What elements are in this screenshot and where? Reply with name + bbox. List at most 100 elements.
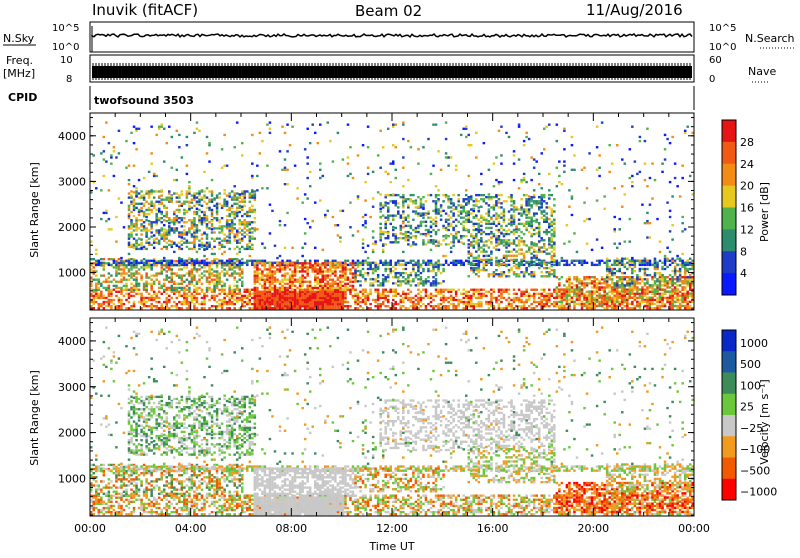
- power-cell: [488, 255, 491, 257]
- power-cell: [100, 262, 103, 264]
- power-cell: [395, 303, 398, 305]
- power-cell: [631, 264, 634, 266]
- power-cell: [583, 262, 586, 264]
- power-cell: [485, 227, 488, 229]
- power-cell: [256, 268, 259, 270]
- power-cell: [412, 305, 415, 307]
- power-cell: [495, 225, 498, 227]
- power-cell: [392, 266, 395, 268]
- power-cell: [493, 206, 496, 208]
- power-cell: [289, 297, 292, 299]
- power-cell: [400, 307, 403, 309]
- power-cell: [176, 307, 179, 309]
- power-cell: [364, 272, 367, 274]
- power-cell: [362, 289, 365, 291]
- power-cell: [135, 192, 138, 194]
- power-cell: [238, 211, 241, 213]
- power-cell: [342, 293, 345, 295]
- power-cell: [493, 271, 496, 273]
- power-cell: [530, 242, 533, 244]
- power-cell: [183, 264, 186, 266]
- power-cell: [420, 264, 423, 266]
- power-cell: [241, 199, 244, 201]
- power-cell: [311, 293, 314, 295]
- power-cell: [581, 264, 584, 266]
- power-cell: [611, 264, 614, 266]
- power-cell: [233, 279, 236, 281]
- power-cell: [415, 235, 418, 237]
- station-title: Inuvik (fitACF): [92, 1, 198, 19]
- power-cell: [319, 285, 322, 287]
- power-cell: [228, 207, 231, 209]
- power-cell: [309, 299, 312, 301]
- power-cell: [430, 235, 433, 237]
- power-cell: [281, 293, 284, 295]
- power-cell: [166, 274, 169, 276]
- power-cell: [213, 260, 216, 262]
- power-cell: [193, 229, 196, 231]
- power-cell: [412, 229, 415, 231]
- power-cell: [261, 295, 264, 297]
- power-cell: [364, 278, 367, 280]
- power-cell: [488, 301, 491, 303]
- power-cell: [191, 268, 194, 270]
- power-cell: [128, 260, 131, 262]
- power-cell: [211, 194, 214, 196]
- power-cell: [206, 246, 209, 248]
- power-cell: [226, 264, 229, 266]
- power-cell: [166, 297, 169, 299]
- power-cell: [223, 264, 226, 266]
- power-cell: [485, 219, 488, 221]
- power-cell: [498, 307, 501, 309]
- power-cell: [211, 192, 214, 194]
- power-cell: [478, 269, 481, 271]
- power-cell: [488, 239, 491, 241]
- power-cell: [427, 210, 430, 212]
- power-cell: [120, 293, 123, 295]
- power-cell: [150, 295, 153, 297]
- power-cell: [415, 237, 418, 239]
- power-cell: [525, 200, 528, 202]
- power-cell: [163, 231, 166, 233]
- power-cell: [246, 246, 249, 248]
- power-cell: [198, 199, 201, 201]
- power-cell: [452, 239, 455, 241]
- power-cell: [387, 235, 390, 237]
- power-cell: [173, 301, 176, 303]
- power-cell: [387, 295, 390, 297]
- power-cell: [498, 265, 501, 267]
- power-cell: [465, 221, 468, 223]
- power-cell: [133, 264, 136, 266]
- power-cell: [332, 307, 335, 309]
- cpid-label: CPID: [8, 91, 37, 104]
- power-cell: [535, 219, 538, 221]
- power-cell: [347, 260, 350, 262]
- power-cell: [410, 225, 413, 227]
- power-cell: [462, 227, 465, 229]
- power-cell: [198, 281, 201, 283]
- power-cell: [319, 305, 322, 307]
- power-cell: [211, 289, 214, 291]
- power-cell: [166, 246, 169, 248]
- power-cell: [382, 295, 385, 297]
- power-cell: [221, 240, 224, 242]
- power-cell: [198, 209, 201, 211]
- power-cell: [478, 225, 481, 227]
- power-cell: [218, 279, 221, 281]
- power-cell: [543, 291, 546, 293]
- power-cell: [533, 196, 536, 198]
- power-cell: [493, 196, 496, 198]
- power-cell: [639, 264, 642, 266]
- power-cell: [397, 212, 400, 214]
- power-cell: [576, 292, 579, 294]
- power-cell: [213, 279, 216, 281]
- power-cell: [510, 231, 513, 233]
- power-cell: [223, 289, 226, 291]
- power-cell: [332, 283, 335, 285]
- power-cell: [233, 194, 236, 196]
- power-cell: [518, 248, 521, 250]
- power-cell: [236, 285, 239, 287]
- power-cell: [480, 297, 483, 299]
- power-cell: [377, 307, 380, 309]
- power-cell: [671, 307, 674, 309]
